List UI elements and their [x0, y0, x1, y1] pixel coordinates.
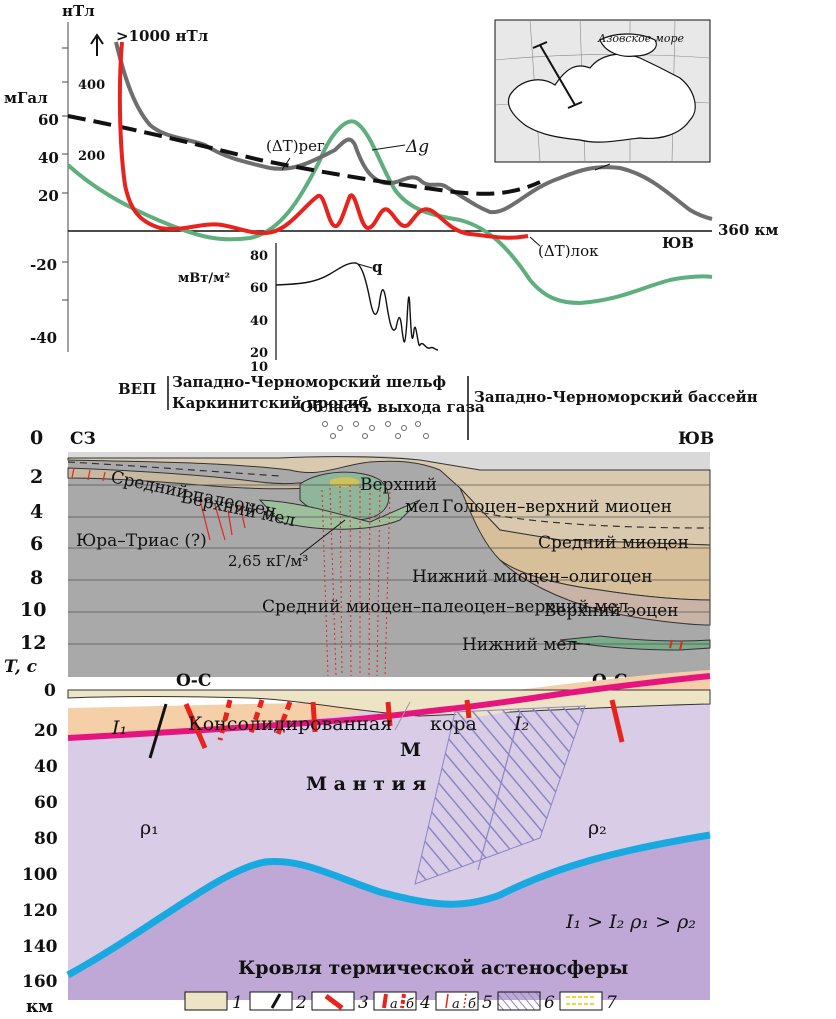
label-i1: I₁: [111, 717, 127, 739]
end-distance: 360 км: [718, 221, 778, 239]
legend-5a: а: [452, 997, 460, 1012]
seismic-section: 0 СЗ ЮВ: [20, 427, 714, 677]
section-tick-12: 12: [20, 632, 46, 654]
profile-line: [539, 44, 576, 106]
legend-1: 1: [232, 993, 243, 1013]
heatflow-curve: [275, 262, 439, 351]
dt-local-curve: [117, 41, 529, 240]
legend-3: 3: [358, 993, 369, 1013]
crust-tick-80: 80: [34, 829, 58, 849]
tick-minus20: -20: [30, 256, 57, 274]
section-tick-6: 6: [30, 533, 43, 555]
zone-gas-area: Область выхода газа: [300, 398, 485, 416]
crust-tick-100: 100: [22, 865, 58, 885]
label-upper-eocene: Верхний эоцен: [544, 601, 679, 621]
tick-400: 400: [78, 78, 105, 93]
hf-tick-10: 10: [250, 360, 268, 375]
inset-map: Азовское море: [494, 19, 711, 163]
hf-tick-60: 60: [250, 281, 268, 296]
os-left: О-С: [176, 671, 211, 691]
label-dg: Δg: [405, 137, 429, 157]
tick-minus40: -40: [30, 329, 57, 347]
section-tick-10: 10: [20, 599, 46, 621]
zone-vep: ВЕП: [118, 380, 156, 398]
zone-shelf: Западно-Черноморский шельф: [172, 373, 446, 391]
legend-4b: б: [406, 997, 414, 1012]
section-tick-8: 8: [30, 567, 43, 589]
crust-tick-60: 60: [34, 793, 58, 813]
tick-40: 40: [38, 149, 59, 167]
section-right-dir: ЮВ: [678, 429, 714, 449]
legend: 1 2 3 а б 4 а б 5 6 7: [184, 991, 617, 1013]
label-rho2: ρ₂: [588, 817, 607, 839]
label-mid-miocene-paleocene: Средний миоцен–палеоцен–верхний мел: [262, 597, 629, 617]
label-mel: мел: [405, 497, 439, 517]
section-tick-4: 4: [30, 501, 43, 523]
crust-tick-20: 20: [34, 721, 58, 741]
crust-tick-140: 140: [22, 937, 58, 957]
tick-60: 60: [38, 111, 59, 129]
arrow-label: >1000 нТл: [116, 27, 209, 45]
label-asthenosphere: Кровля термической астеносферы: [238, 957, 628, 979]
legend-4: 4: [419, 993, 431, 1013]
section-tick-0: 0: [30, 427, 43, 449]
asthenosphere-line: [66, 831, 711, 979]
dt-regional-curve: [67, 114, 541, 196]
heatflow-inset: мВт/м² 80 60 40 20 10 q: [178, 243, 439, 375]
section-left-dir: СЗ: [70, 429, 96, 449]
label-rho1: ρ₁: [140, 817, 159, 839]
up-arrow-icon: [90, 33, 104, 56]
legend-4a: а: [390, 997, 398, 1012]
end-dir: ЮВ: [662, 234, 694, 252]
crust-tick-0: 0: [44, 681, 56, 701]
crust-tick-40: 40: [34, 757, 58, 777]
label-holocene: Голоцен–верхний миоцен: [442, 497, 672, 517]
zone-basin: Западно-Черноморский бассейн: [474, 388, 758, 406]
label-inequality: I₁ > I₂ ρ₁ > ρ₂: [565, 911, 696, 933]
dg-curve: [66, 119, 713, 306]
unit-ntl: нТл: [62, 2, 95, 20]
unit-mgal: мГал: [4, 89, 48, 107]
legend-7: 7: [606, 993, 617, 1013]
label-lower-miocene: Нижний миоцен–олигоцен: [412, 567, 653, 587]
legend-2: 2: [295, 993, 307, 1013]
label-kora: кора: [430, 713, 477, 735]
crust-km: км: [26, 997, 53, 1017]
label-consolidated: Консолидированная: [188, 713, 392, 735]
zone-trough: Каркинитский прогиб: [172, 394, 368, 412]
label-jura: Юра–Триас (?): [76, 531, 207, 551]
map-label: Азовское море: [597, 32, 684, 45]
hf-tick-80: 80: [250, 249, 268, 264]
label-dt-lok: (ΔT)лок: [538, 242, 599, 260]
hf-tick-20: 20: [250, 346, 268, 361]
tick-20: 20: [38, 187, 59, 205]
crust-section: T, с О-С О-С: [4, 657, 711, 1017]
crust-tick-160: 160: [22, 972, 58, 992]
legend-6: 6: [544, 993, 555, 1013]
legend-5b: б: [468, 997, 476, 1012]
moho-line: [67, 673, 711, 741]
label-dt-reg: (ΔT)рег: [266, 137, 325, 155]
label-density: 2,65 кГ/м³: [228, 552, 308, 570]
tick-200: 200: [78, 149, 105, 164]
zones-header: ВЕП Западно-Черноморский шельф Каркинитс…: [118, 373, 758, 440]
section-tick-2: 2: [30, 466, 43, 488]
label-upper-right: Верхний: [360, 475, 437, 495]
label-mid-miocene: Средний миоцен: [538, 533, 689, 553]
label-lower-chalk: Нижний мел: [462, 635, 577, 655]
legend-5: 5: [482, 993, 493, 1013]
hf-tick-40: 40: [250, 314, 268, 329]
crust-tick-120: 120: [22, 901, 58, 921]
crust-axis-label: T, с: [4, 657, 38, 677]
heatflow-unit: мВт/м²: [178, 271, 230, 286]
label-i2: I₂: [513, 713, 529, 735]
label-moho: М: [400, 739, 421, 761]
label-mantle: М а н т и я: [306, 773, 426, 795]
heatflow-label: q: [372, 258, 383, 276]
